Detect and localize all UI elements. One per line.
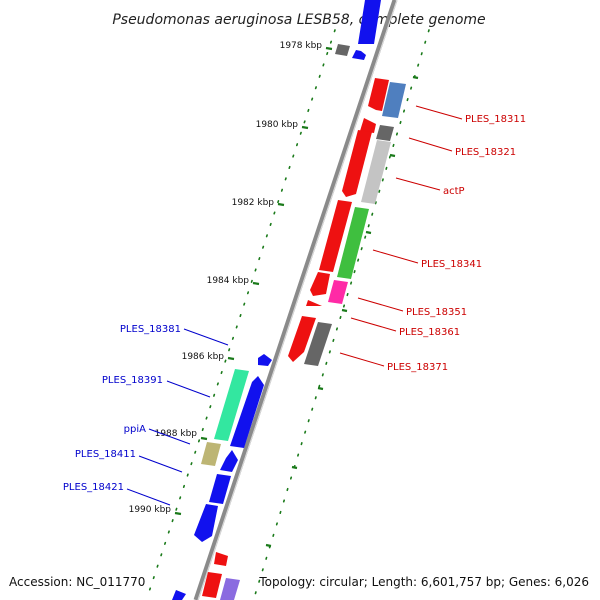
- features-left: [172, 354, 272, 600]
- callout-lines: [126, 105, 463, 506]
- gene-feature-ples-18391[interactable]: [214, 369, 249, 441]
- gene-feature-purple-bottom[interactable]: [220, 578, 240, 600]
- gene-feature-gray-small[interactable]: [335, 44, 350, 56]
- gene-feature-ples-18411[interactable]: [220, 450, 238, 472]
- inner-track-dots-left: [147, 29, 336, 596]
- gene-feature-red-mid[interactable]: [310, 272, 330, 296]
- gene-feature-blue-bottom[interactable]: [172, 590, 186, 600]
- gene-feature-ples-18361[interactable]: [306, 300, 322, 306]
- tick-1988: [200, 436, 208, 441]
- gene-feature-ppia[interactable]: [201, 442, 221, 466]
- tick-1986: [227, 356, 235, 361]
- gene-feature-red-bottom[interactable]: [202, 572, 222, 598]
- gene-feature-ples-18311[interactable]: [368, 78, 389, 111]
- gene-label[interactable]: PLES_18361: [399, 327, 460, 338]
- callout-line-ples-18391: [166, 380, 211, 398]
- gene-label[interactable]: PLES_18371: [387, 362, 448, 373]
- callout-line-ppia: [148, 428, 191, 445]
- tick-label: 1978 kbp: [280, 41, 323, 51]
- gene-feature-gray-dark[interactable]: [376, 125, 394, 141]
- gene-feature-blue-b[interactable]: [209, 474, 231, 504]
- gene-label[interactable]: PLES_18321: [455, 147, 516, 158]
- gene-label[interactable]: PLES_18421: [63, 482, 124, 493]
- gene-feature-red-long[interactable]: [319, 200, 352, 272]
- gene-feature-ples-18351[interactable]: [328, 280, 348, 304]
- callout-line-actp: [395, 177, 441, 191]
- callout-line-ples-18381: [183, 328, 229, 346]
- gene-label[interactable]: PLES_18391: [102, 375, 163, 386]
- gene-feature-blue-top[interactable]: [358, 0, 381, 44]
- gene-feature-ples-18341[interactable]: [337, 207, 369, 279]
- scale-tick-labels: 1978 kbp 1980 kbp 1982 kbp 1984 kbp 1986…: [129, 41, 323, 515]
- callout-line-ples-18311: [415, 105, 463, 120]
- tick-label: 1982 kbp: [232, 198, 275, 208]
- gene-label[interactable]: actP: [443, 186, 465, 197]
- gene-feature-actp[interactable]: [361, 140, 391, 204]
- tick-label: 1984 kbp: [207, 276, 250, 286]
- gene-labels-left: PLES_18381 PLES_18391 ppiA PLES_18411 PL…: [63, 324, 181, 493]
- outer-track-dots-right: [254, 29, 430, 596]
- callout-line-ples-18341: [372, 249, 419, 264]
- gene-feature-blue-long[interactable]: [230, 376, 264, 448]
- callout-line-ples-18371: [339, 352, 385, 367]
- tick-1978: [325, 46, 333, 51]
- features-right: [288, 0, 406, 366]
- gene-label[interactable]: ppiA: [124, 424, 146, 435]
- gene-feature-ples-18371[interactable]: [304, 322, 332, 366]
- callout-line-ples-18351: [357, 297, 404, 312]
- tick-1982: [277, 202, 285, 207]
- tick-1980: [301, 125, 309, 130]
- genome-summary-text: Topology: circular; Length: 6,601,757 bp…: [258, 575, 589, 589]
- tick-label: 1988 kbp: [155, 429, 198, 439]
- callout-line-ples-18361: [350, 317, 397, 332]
- gene-feature-ples-18321[interactable]: [342, 130, 372, 197]
- tick-label: 1986 kbp: [182, 352, 225, 362]
- gene-feature-steel[interactable]: [382, 82, 406, 118]
- tick-1990: [174, 511, 182, 516]
- gene-label[interactable]: PLES_18341: [421, 259, 482, 270]
- tick-label: 1980 kbp: [256, 120, 299, 130]
- gene-label[interactable]: PLES_18411: [75, 449, 136, 460]
- gene-feature-blue-small[interactable]: [352, 50, 366, 60]
- gene-feature-ples-18321-arrow[interactable]: [360, 118, 376, 133]
- gene-label[interactable]: PLES_18351: [406, 307, 467, 318]
- scale-ticks: [174, 46, 419, 548]
- gene-feature-ples-18421[interactable]: [194, 504, 218, 542]
- accession-text: Accession: NC_011770: [9, 575, 145, 589]
- gene-feature-red-bottom-arrow[interactable]: [214, 552, 228, 566]
- genome-backbone: [193, 0, 398, 600]
- gene-feature-ples-18371-red[interactable]: [288, 316, 316, 362]
- gene-feature-ples-18381[interactable]: [258, 354, 272, 366]
- callout-line-ples-18321: [408, 137, 453, 152]
- gene-label[interactable]: PLES_18311: [465, 114, 526, 125]
- map-title: Pseudomonas aeruginosa LESB58, complete …: [112, 12, 485, 28]
- feature-track-dots: [147, 29, 430, 596]
- tick-1984: [252, 281, 260, 286]
- gene-label[interactable]: PLES_18381: [120, 324, 181, 335]
- gene-labels-right: PLES_18311 PLES_18321 actP PLES_18341 PL…: [387, 114, 526, 373]
- callout-line-ples-18421: [126, 488, 171, 506]
- callout-line-ples-18411: [138, 455, 183, 473]
- tick-label: 1990 kbp: [129, 505, 172, 515]
